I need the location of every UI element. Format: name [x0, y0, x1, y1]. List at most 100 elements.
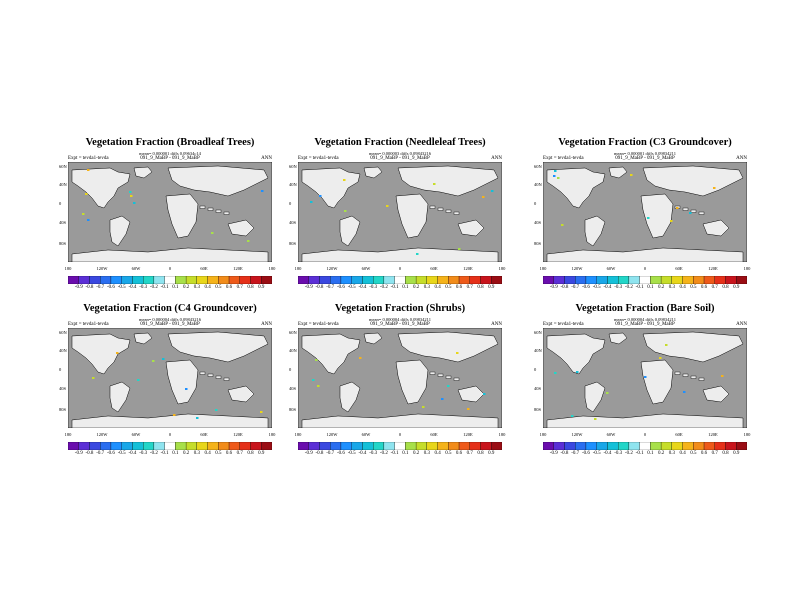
- colorbar-swatch: [714, 276, 726, 284]
- anomaly-cell: [447, 385, 450, 387]
- anomaly-cell: [261, 190, 264, 192]
- colorbar-tick-label: -0.8: [560, 451, 569, 456]
- colorbar-swatch: [585, 276, 597, 284]
- colorbar-tick-label: 0.3: [668, 285, 675, 290]
- colorbar-tick-label: -0.8: [85, 451, 94, 456]
- anomaly-cell: [152, 360, 155, 362]
- y-tick-label: 0: [534, 201, 537, 206]
- land-north-america: [546, 167, 606, 209]
- colorbar-swatch: [239, 442, 251, 450]
- land-greenland: [608, 332, 628, 345]
- land-island: [223, 211, 230, 215]
- colorbar-swatch: [100, 276, 112, 284]
- colorbar-swatch: [110, 276, 122, 284]
- x-tick-label: 120E: [463, 432, 473, 437]
- y-tick-label: 40N: [289, 182, 297, 187]
- land-island: [690, 209, 697, 213]
- land-africa: [395, 359, 429, 405]
- colorbar-tick-label: -0.9: [549, 451, 558, 456]
- colorbar-swatch: [543, 442, 554, 450]
- colorbar-swatch: [415, 442, 427, 450]
- panel-expt: Expt = tevda1-tevda: [298, 156, 339, 161]
- panel-stats: mean= 0.000003 diffs 0.09843216: [368, 151, 432, 156]
- colorbar-swatch: [298, 276, 309, 284]
- map-plot: [68, 162, 272, 262]
- panel-stats: mean= 0.000004 diffs 0.09834211: [369, 317, 431, 322]
- x-tick-label: 180: [498, 432, 506, 437]
- colorbar-tick-label: -0.3: [369, 285, 378, 290]
- land-island: [453, 211, 460, 215]
- colorbar-tick-label: -0.6: [336, 285, 345, 290]
- colorbar-tick-label: 0.1: [647, 285, 654, 290]
- colorbar-swatch: [110, 442, 122, 450]
- colorbar-swatch: [736, 442, 747, 450]
- panel-title: Vegetation Fraction (Broadleaf Trees): [85, 137, 255, 148]
- colorbar-tick-label: -0.7: [96, 451, 105, 456]
- colorbar-swatch: [458, 442, 470, 450]
- colorbar: [543, 442, 747, 450]
- colorbar-tick-label: -0.4: [358, 285, 367, 290]
- y-tick-label: 40S: [59, 220, 67, 225]
- colorbar-swatch: [207, 442, 219, 450]
- land-island: [199, 205, 206, 209]
- land-island: [690, 375, 697, 379]
- colorbar-tick-label: -0.5: [592, 285, 601, 290]
- colorbar-swatch: [448, 442, 460, 450]
- map-plot: [298, 162, 502, 262]
- y-tick-label: 40S: [534, 220, 542, 225]
- colorbar-tick-label: 0.5: [690, 451, 697, 456]
- panel-runs: 091_9_MaBP - 091_9_MaBP: [370, 322, 430, 327]
- x-tick-label: 120W: [326, 432, 338, 437]
- colorbar-swatch: [650, 442, 662, 450]
- colorbar-tick-label: 0.7: [711, 285, 718, 290]
- panel-expt: Expt = tevda1-tevda: [543, 322, 584, 327]
- x-tick-label: 0: [398, 266, 402, 271]
- colorbar-swatch: [164, 442, 176, 450]
- colorbar-tick-label: -0.4: [128, 285, 137, 290]
- y-tick-label: 80S: [289, 241, 297, 246]
- panel-title: Vegetation Fraction (Needleleaf Trees): [314, 137, 486, 148]
- land-island: [674, 371, 681, 375]
- colorbar-tick-label: 0.2: [657, 451, 665, 456]
- colorbar-swatch: [671, 276, 683, 284]
- colorbar-swatch: [340, 442, 352, 450]
- colorbar-tick-label: -0.5: [347, 451, 356, 456]
- colorbar-labels: -0.9 -0.8 -0.7 -0.6 -0.5 -0.4 -0.3 -0.2 -0.1 0.1 0…: [543, 285, 747, 293]
- colorbar: [543, 276, 747, 284]
- x-tick-label: 60E: [200, 266, 208, 271]
- colorbar-swatch: [383, 276, 395, 284]
- colorbar-tick-label: -0.1: [390, 285, 399, 290]
- colorbar-swatch: [480, 442, 492, 450]
- anomaly-cell: [561, 224, 564, 226]
- x-tick-label: 180: [268, 266, 276, 271]
- land-africa: [640, 359, 674, 405]
- x-tick-label: 120E: [708, 266, 718, 271]
- anomaly-cell: [647, 217, 650, 219]
- colorbar-tick-label: -0.3: [369, 451, 378, 456]
- y-tick-label: 60N: [534, 330, 542, 335]
- colorbar-swatch: [405, 276, 417, 284]
- panel-runs: 091_9_MaBP - 091_9_MaBP: [140, 322, 200, 327]
- colorbar-swatch: [261, 442, 272, 450]
- x-tick-label: 60E: [675, 432, 683, 437]
- colorbar-swatch: [639, 276, 651, 284]
- colorbar-tick-label: -0.5: [347, 285, 356, 290]
- colorbar-swatch: [458, 276, 470, 284]
- y-tick-label: 80S: [289, 407, 297, 412]
- colorbar-swatch: [373, 442, 385, 450]
- colorbar-swatch: [394, 442, 406, 450]
- land-australia: [227, 219, 255, 237]
- land-australia: [702, 385, 730, 403]
- x-tick-label: 120E: [708, 432, 718, 437]
- colorbar-swatch: [553, 276, 565, 284]
- colorbar-tick-label: -0.9: [74, 451, 83, 456]
- colorbar-tick-label: 0.5: [215, 285, 222, 290]
- colorbar-tick-label: -0.2: [379, 451, 388, 456]
- land-africa: [640, 193, 674, 239]
- colorbar-tick-label: -0.7: [571, 451, 580, 456]
- colorbar-tick-label: 0.8: [477, 285, 484, 290]
- colorbar-tick-label: 0.9: [733, 285, 740, 290]
- colorbar-tick-label: -0.9: [304, 285, 313, 290]
- colorbar-labels: -0.9 -0.8 -0.7 -0.6 -0.5 -0.4 -0.3 -0.2 -0.1 0.1 0…: [543, 451, 747, 459]
- land-island: [429, 205, 436, 209]
